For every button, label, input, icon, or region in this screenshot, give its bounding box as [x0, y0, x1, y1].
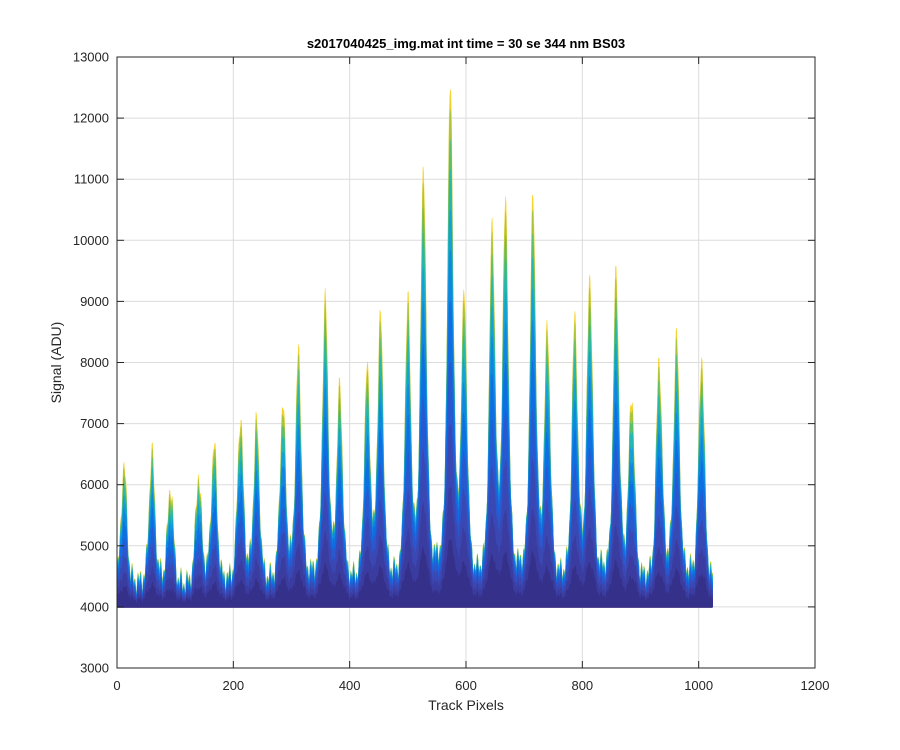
- y-tick-label: 3000: [80, 661, 109, 676]
- x-tick-label: 800: [571, 678, 593, 693]
- x-axis: 0 200 400 600 800 1000 1200: [113, 57, 829, 693]
- y-tick-label: 10000: [73, 233, 109, 248]
- y-tick-label: 11000: [74, 172, 109, 187]
- y-tick-label: 5000: [80, 538, 109, 553]
- y-axis-label: Signal (ADU): [48, 322, 64, 404]
- y-tick-label: 9000: [80, 294, 109, 309]
- y-tick-label: 6000: [80, 477, 109, 492]
- chart-title: s2017040425_img.mat int time = 30 se 344…: [307, 36, 625, 51]
- x-tick-label: 1200: [801, 678, 830, 693]
- signal-layers: [116, 89, 713, 608]
- y-tick-label: 7000: [80, 416, 109, 431]
- signal-layer-10: [116, 539, 713, 608]
- y-axis: 3000 4000 5000 6000 7000 8000 9000 10000 11000 12…: [73, 50, 815, 676]
- y-tick-label: 13000: [73, 50, 109, 65]
- x-tick-label: 0: [113, 678, 120, 693]
- y-tick-label: 12000: [73, 111, 109, 126]
- y-tick-label: 8000: [80, 355, 109, 370]
- x-axis-label: Track Pixels: [428, 697, 504, 713]
- x-tick-label: 600: [455, 678, 477, 693]
- x-tick-label: 400: [339, 678, 361, 693]
- x-tick-label: 1000: [684, 678, 713, 693]
- y-tick-label: 4000: [80, 599, 109, 614]
- x-tick-label: 200: [222, 678, 244, 693]
